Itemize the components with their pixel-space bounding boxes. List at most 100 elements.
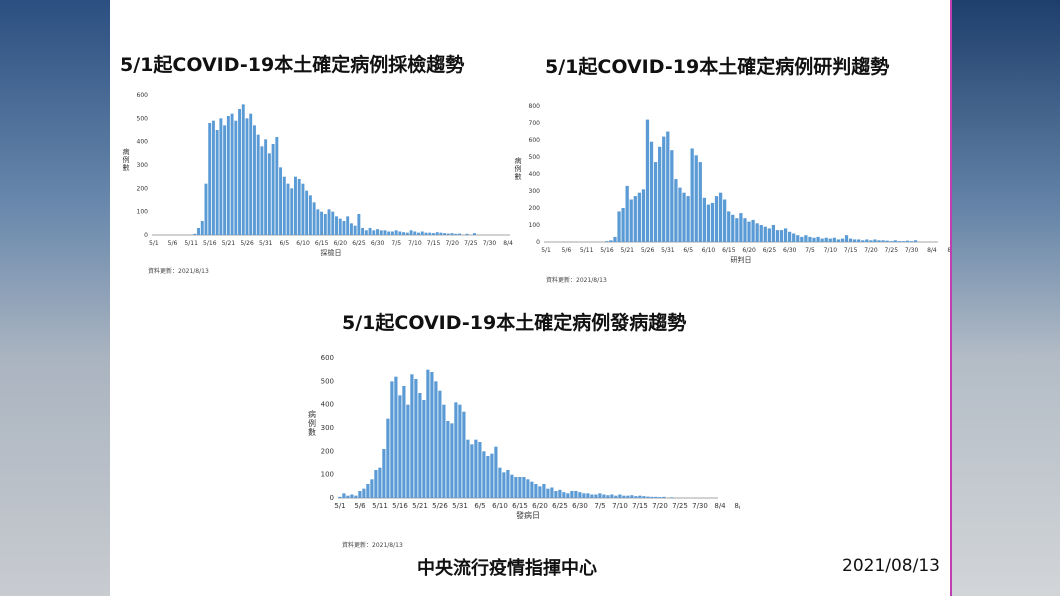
bar	[775, 230, 780, 242]
x-tick-label: 6/5	[474, 502, 485, 510]
x-tick-label: 6/15	[512, 502, 528, 510]
bar	[260, 146, 264, 235]
bar	[848, 238, 853, 242]
x-tick-label: 7/30	[692, 502, 708, 510]
bar	[621, 208, 625, 242]
report-date: 2021/08/13	[842, 556, 940, 576]
bar	[267, 153, 271, 235]
bar	[718, 192, 723, 242]
bar	[514, 477, 518, 498]
bar	[386, 418, 390, 498]
bar	[913, 240, 918, 242]
x-tick-label: 7/5	[594, 502, 605, 510]
x-tick-label: 7/25	[885, 247, 899, 254]
bar	[650, 496, 654, 498]
bar	[372, 230, 376, 235]
bar	[666, 131, 670, 242]
x-tick-label: 7/10	[612, 502, 628, 510]
x-tick-label: 7/15	[632, 502, 648, 510]
x-tick-label: 5/6	[354, 502, 366, 510]
bar	[590, 494, 594, 498]
background-left	[0, 0, 110, 596]
bar	[362, 488, 366, 498]
bar	[286, 183, 290, 235]
y-tick-label: 500	[529, 154, 541, 161]
x-tick-label: 8/9	[947, 247, 950, 254]
x-tick-label: 5/6	[562, 247, 572, 254]
bar	[450, 423, 454, 498]
bar	[629, 199, 633, 242]
bar	[844, 235, 849, 242]
x-tick-label: 5/11	[184, 240, 198, 247]
bar	[342, 493, 346, 498]
bar	[800, 236, 804, 242]
y-tick-label: 300	[321, 424, 334, 432]
bar	[478, 442, 482, 498]
bar	[301, 183, 305, 235]
bar	[410, 374, 414, 498]
x-tick-label: 5/1	[149, 240, 159, 247]
bar	[331, 211, 335, 235]
bar	[338, 218, 342, 235]
bar	[398, 231, 402, 235]
update-note-onset: 資料更新：2021/8/13	[342, 542, 403, 549]
bar	[634, 496, 638, 498]
bar	[828, 238, 832, 242]
bar	[605, 241, 609, 242]
bar	[405, 232, 409, 235]
x-tick-label: 7/5	[805, 247, 815, 254]
bar	[430, 372, 434, 498]
x-tick-label: 6/20	[532, 502, 548, 510]
bar	[743, 218, 747, 242]
bar	[735, 218, 739, 242]
bar	[502, 472, 506, 498]
x-tick-label: 6/30	[783, 247, 797, 254]
bar	[431, 233, 435, 235]
bar	[714, 196, 719, 242]
x-tick-label: 6/10	[492, 502, 508, 510]
bar	[550, 487, 554, 498]
x-tick-label: 7/5	[391, 240, 401, 247]
bar	[226, 116, 230, 235]
bar	[618, 494, 622, 498]
bar	[630, 495, 634, 498]
bar	[264, 139, 268, 235]
bar	[383, 230, 387, 235]
x-tick-label: 7/15	[427, 240, 441, 247]
y-tick-label: 100	[321, 471, 334, 479]
bar	[413, 231, 417, 235]
bar	[633, 196, 637, 242]
bar	[690, 148, 694, 242]
bar	[869, 240, 873, 242]
bar	[454, 233, 458, 235]
bar	[767, 228, 771, 242]
bar	[422, 400, 426, 498]
bar	[642, 496, 646, 498]
x-tick-label: 5/31	[661, 247, 675, 254]
y-tick-label: 0	[330, 494, 334, 502]
bar	[562, 492, 566, 498]
bar	[653, 162, 658, 242]
bar	[702, 197, 706, 242]
x-tick-label: 8/4	[503, 240, 513, 247]
bar	[458, 233, 462, 235]
bar	[275, 137, 279, 235]
bar	[570, 491, 574, 498]
bar	[582, 493, 586, 498]
x-tick-label: 7/20	[445, 240, 459, 247]
y-tick-label: 400	[529, 171, 541, 178]
y-tick-label: 100	[529, 222, 541, 229]
bar	[473, 233, 476, 235]
bar	[465, 233, 469, 235]
x-tick-label: 6/25	[352, 240, 366, 247]
bar	[443, 233, 447, 235]
bar	[638, 495, 642, 498]
bar	[353, 225, 357, 235]
bar	[506, 470, 510, 498]
x-tick-label: 6/5	[280, 240, 290, 247]
bar	[510, 474, 514, 498]
x-tick-label: 5/1	[541, 247, 551, 254]
bar	[349, 223, 353, 235]
x-tick-label: 5/31	[452, 502, 468, 510]
x-tick-label: 7/20	[652, 502, 668, 510]
